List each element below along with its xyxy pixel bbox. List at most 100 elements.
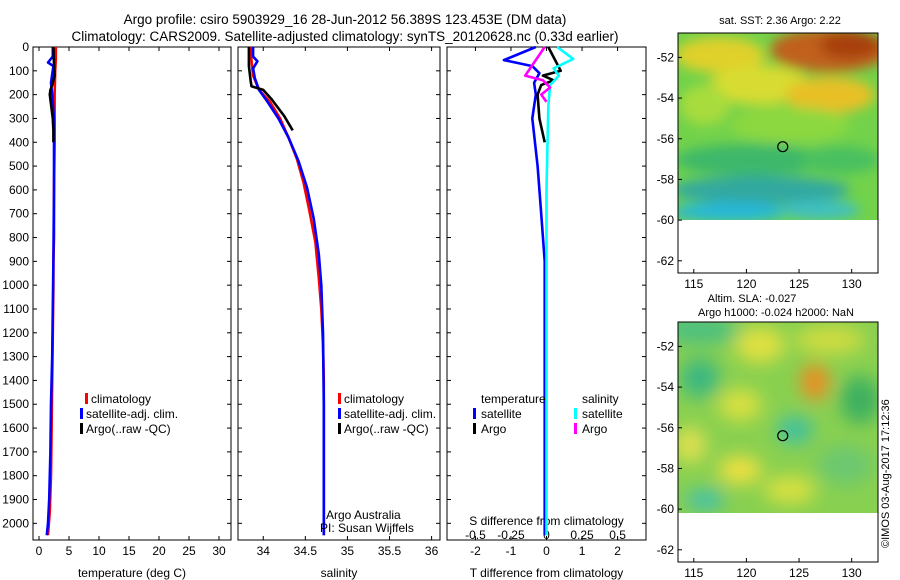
annotation-pi: PI: Susan Wijffels (320, 521, 414, 535)
difference-xtick-top-label: 0.5 (609, 528, 626, 542)
difference-xtick-top-label: -0.5 (465, 528, 486, 542)
sst-map: 115 120 125 130 -52 -54 -56 -58 -60 -62 sat. SST:… (657, 15, 879, 291)
legend-swatch-s-argo (574, 423, 577, 434)
temperature-legend: climatology satellite-adj. clim. Argo(..… (80, 392, 178, 436)
legend-swatch-satellite (338, 408, 341, 419)
legend-label-satellite: satellite-adj. clim. (86, 407, 178, 421)
series-satellite-adj-clim- (45, 47, 56, 536)
legend-swatch-satellite (80, 408, 83, 419)
depth-tick-label: 800 (9, 231, 29, 245)
depth-tick-label: 500 (9, 159, 29, 173)
legend-label-argo: Argo(..raw -QC) (344, 422, 429, 436)
depth-tick-label: 0 (22, 40, 29, 54)
legend-header-salinity: salinity (582, 392, 619, 406)
sla-map: 115 120 125 130 -52 -54 -56 -58 -60 -62 Altim. SL… (657, 293, 879, 580)
temperature-xtick-label: 5 (66, 544, 73, 558)
series-temperature-argo (536, 46, 563, 143)
map-ytick-label: -60 (657, 502, 675, 516)
depth-tick-label: 200 (9, 88, 29, 102)
temperature-xtick-label: 25 (182, 544, 196, 558)
map-ytick-label: -60 (657, 213, 675, 227)
depth-tick-label: 600 (9, 183, 29, 197)
map-xtick-label: 120 (736, 566, 756, 580)
temperature-xtick-label: 15 (122, 544, 136, 558)
depth-tick-label: 1200 (2, 326, 29, 340)
salinity-panel (237, 46, 441, 541)
series-salinity-argo (523, 46, 552, 103)
map-ytick-label: -54 (657, 380, 675, 394)
series-argo (48, 46, 56, 143)
map-ytick-label: -62 (657, 254, 675, 268)
legend-label-argo: Argo(..raw -QC) (86, 422, 171, 436)
map-ytick-label: -52 (657, 339, 675, 353)
map-ytick-label: -58 (657, 461, 675, 475)
salinity-xtick-label: 35 (341, 544, 355, 558)
depth-tick-label: 900 (9, 254, 29, 268)
legend-label-s-satellite: satellite (582, 407, 623, 421)
map-ytick-label: -54 (657, 91, 675, 105)
sst-map-title: sat. SST: 2.36 Argo: 2.22 (719, 15, 841, 27)
salinity-xlabel: salinity (321, 566, 358, 580)
salinity-xtick-label: 34 (257, 544, 271, 558)
series-argo (247, 47, 294, 132)
legend-label-t-argo: Argo (481, 422, 507, 436)
depth-tick-label: 100 (9, 64, 29, 78)
salinity-xtick-label: 35.5 (378, 544, 402, 558)
legend-swatch-argo (338, 423, 341, 434)
legend-swatch-s-satellite (574, 408, 577, 419)
legend-swatch-argo (80, 423, 83, 434)
temperature-xtick-label: 0 (36, 544, 43, 558)
depth-tick-label: 1900 (2, 493, 29, 507)
map-xtick-label: 115 (684, 277, 703, 291)
figure-title-line2: Climatology: CARS2009. Satellite-adjuste… (71, 29, 619, 44)
map-xtick-label: 130 (842, 277, 862, 291)
depth-tick-label: 400 (9, 135, 29, 149)
legend-label-satellite: satellite-adj. clim. (344, 407, 436, 421)
difference-legend: temperature salinity satellite Argo sate… (473, 392, 623, 436)
difference-xtick-label: -2 (470, 544, 481, 558)
salinity-xtick-label: 34.5 (294, 544, 318, 558)
legend-label-s-argo: Argo (582, 422, 608, 436)
map-xtick-label: 120 (736, 277, 756, 291)
temperature-xlabel: temperature (deg C) (78, 566, 186, 580)
map-ytick-label: -58 (657, 172, 675, 186)
legend-header-temperature: temperature (481, 392, 546, 406)
difference-xlabel: T difference from climatology (470, 566, 624, 580)
annotation-argo-australia: Argo Australia (326, 508, 401, 522)
series-salinity-satellite (545, 45, 575, 536)
depth-tick-label: 1300 (2, 350, 29, 364)
sla-heatmap-field (678, 322, 878, 514)
figure-title-line1: Argo profile: csiro 5903929_16 28-Jun-20… (123, 12, 567, 27)
depth-tick-label: 700 (9, 207, 29, 221)
legend-label-t-satellite: satellite (481, 407, 522, 421)
map-xtick-label: 125 (789, 277, 809, 291)
map-ytick-label: -56 (657, 132, 675, 146)
sst-map-frame (677, 32, 879, 274)
salinity-legend: climatology satellite-adj. clim. Argo(..… (320, 392, 436, 535)
depth-tick-label: 1000 (2, 278, 29, 292)
depth-tick-label: 2000 (2, 516, 29, 530)
depth-tick-label: 1700 (2, 445, 29, 459)
temperature-xtick-label: 30 (212, 544, 226, 558)
sst-heatmap-field (678, 33, 878, 223)
difference-xtick-top-label: -0.25 (497, 528, 525, 542)
legend-label-climatology: climatology (344, 392, 404, 406)
depth-tick-label: 1400 (2, 373, 29, 387)
sla-map-title-line2: Argo h1000: -0.024 h2000: NaN (698, 307, 854, 319)
depth-tick-label: 1500 (2, 397, 29, 411)
argo-position-marker (777, 141, 789, 153)
legend-swatch-climatology (85, 393, 88, 404)
imos-watermark: ©IMOS 03-Aug-2017 17:12:36 (880, 399, 892, 548)
sla-map-frame (677, 321, 879, 563)
legend-swatch-t-satellite (473, 408, 476, 419)
map-xtick-label: 130 (842, 566, 862, 580)
map-xtick-label: 125 (789, 566, 809, 580)
legend-swatch-climatology (338, 393, 341, 404)
difference-xtick-top-label: 0.25 (570, 528, 594, 542)
difference-xtick-label: 1 (579, 544, 586, 558)
map-ytick-label: -56 (657, 421, 675, 435)
temperature-xtick-label: 20 (152, 544, 166, 558)
argo-position-marker (777, 430, 789, 442)
depth-tick-label: 1100 (3, 302, 29, 316)
